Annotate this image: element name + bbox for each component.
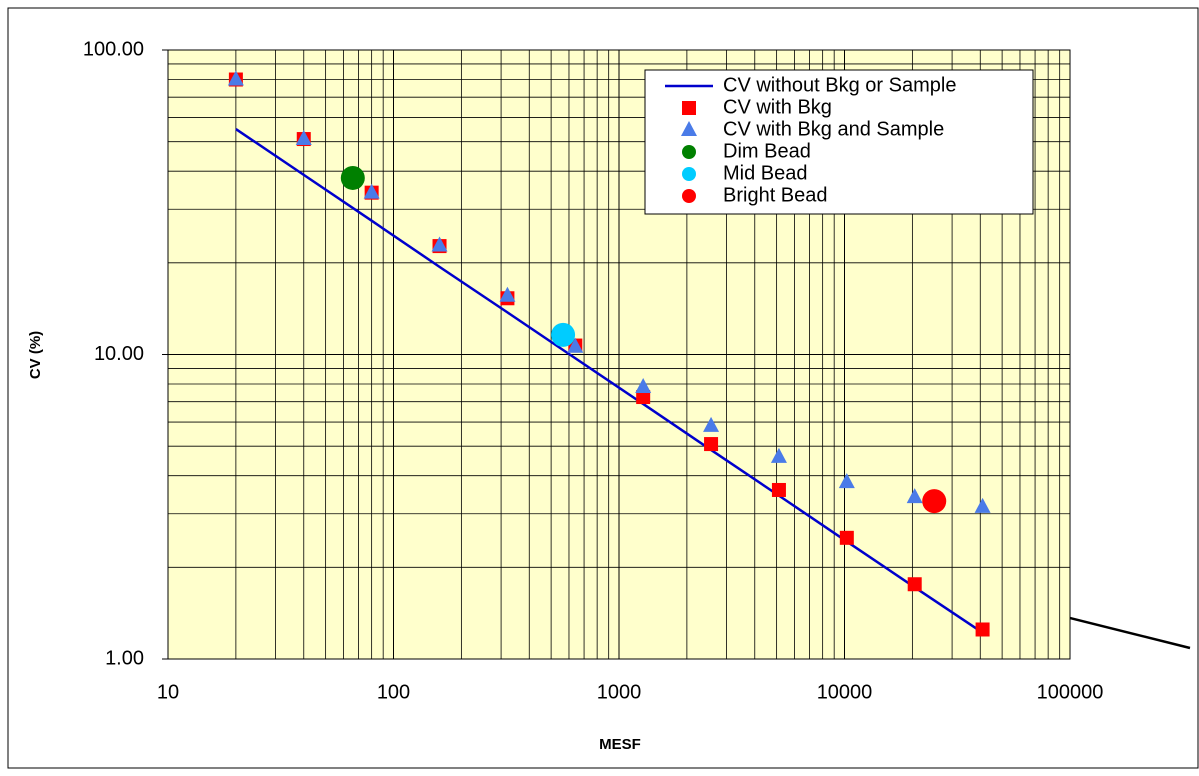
y-axis-label: CV (%) <box>27 331 44 379</box>
y-tick-label: 1.00 <box>105 647 144 669</box>
legend-label: CV without Bkg or Sample <box>723 74 956 96</box>
legend-label: Dim Bead <box>723 140 811 162</box>
triangle-marker <box>681 121 697 136</box>
square-marker <box>636 390 651 405</box>
triangle-marker <box>227 70 244 86</box>
triangle-marker <box>499 286 516 302</box>
triangle-marker <box>703 416 720 432</box>
legend-box <box>644 69 1034 215</box>
x-tick-label: 100 <box>377 681 410 703</box>
circle-marker <box>340 165 365 190</box>
triangle-marker <box>567 337 584 353</box>
triangle-marker <box>295 130 312 146</box>
x-tick-label: 10000 <box>817 681 873 703</box>
legend-label: Bright Bead <box>723 184 828 206</box>
triangle-marker <box>770 447 787 463</box>
circle-marker <box>682 145 696 159</box>
y-tick-label: 10.00 <box>94 343 144 365</box>
square-marker <box>839 530 854 545</box>
triangle-marker <box>906 488 923 504</box>
x-tick-label: 1000 <box>597 681 642 703</box>
triangle-marker <box>974 497 991 513</box>
y-tick-label: 100.00 <box>83 38 144 60</box>
square-marker <box>771 482 786 497</box>
legend-label: Mid Bead <box>723 162 808 184</box>
circle-marker <box>682 167 696 181</box>
series-line <box>235 128 984 634</box>
triangle-marker <box>431 236 448 252</box>
square-marker <box>975 622 990 637</box>
triangle-marker <box>363 183 380 199</box>
x-tick-label: 100000 <box>1037 681 1104 703</box>
square-marker <box>682 101 696 115</box>
triangle-marker <box>838 473 855 489</box>
circle-marker <box>682 189 696 203</box>
plot-border <box>167 49 1071 660</box>
legend-label: CV with Bkg <box>723 96 832 118</box>
circle-marker <box>922 489 947 514</box>
triangle-marker <box>635 378 652 394</box>
legend-label: CV with Bkg and Sample <box>723 118 944 140</box>
square-marker <box>704 437 719 452</box>
square-marker <box>907 577 922 592</box>
circle-marker <box>551 322 576 347</box>
x-tick-label: 10 <box>157 681 179 703</box>
x-axis-label: MESF <box>599 736 641 753</box>
